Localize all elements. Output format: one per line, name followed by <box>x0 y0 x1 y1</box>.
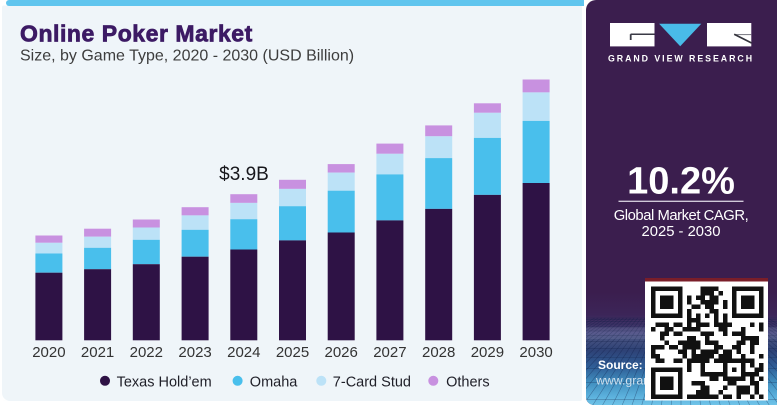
svg-text:10.2%: 10.2% <box>627 161 735 203</box>
svg-text:Global Market CAGR,: Global Market CAGR, <box>614 208 749 224</box>
svg-text:2022: 2022 <box>130 344 163 361</box>
svg-text:2021: 2021 <box>81 344 114 361</box>
svg-text:2027: 2027 <box>373 344 406 361</box>
svg-text:Others: Others <box>446 375 490 391</box>
svg-text:Texas Hold’em: Texas Hold’em <box>117 375 212 391</box>
svg-text:Source:: Source: <box>598 358 643 372</box>
svg-text:2028: 2028 <box>422 344 455 361</box>
svg-text:2025 - 2030: 2025 - 2030 <box>642 224 721 240</box>
svg-text:2023: 2023 <box>178 344 211 361</box>
svg-text:2025: 2025 <box>276 344 309 361</box>
svg-text:2024: 2024 <box>227 344 260 361</box>
svg-text:2020: 2020 <box>32 344 65 361</box>
svg-text:Size, by Game Type, 2020 - 203: Size, by Game Type, 2020 - 2030 (USD Bil… <box>20 48 354 65</box>
svg-text:Online Poker Market: Online Poker Market <box>20 21 253 47</box>
svg-text:2029: 2029 <box>471 344 504 361</box>
svg-text:Omaha: Omaha <box>250 375 298 391</box>
svg-text:7-Card Stud: 7-Card Stud <box>333 375 411 391</box>
svg-text:GRAND VIEW RESEARCH: GRAND VIEW RESEARCH <box>608 54 754 64</box>
svg-text:2030: 2030 <box>519 344 552 361</box>
svg-text:$3.9B: $3.9B <box>219 164 269 185</box>
svg-text:2026: 2026 <box>325 344 358 361</box>
